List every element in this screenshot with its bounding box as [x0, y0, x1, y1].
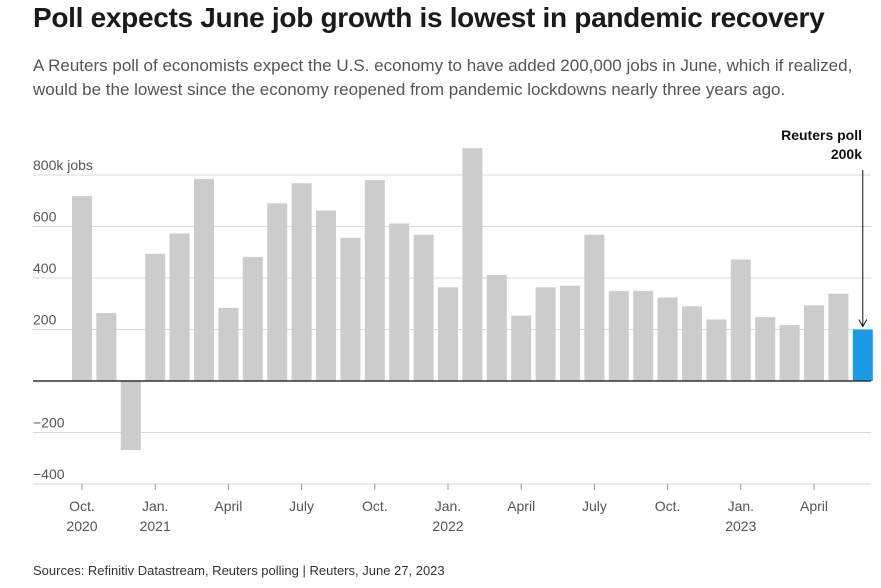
- x-tick-year-label: 2022: [432, 518, 463, 534]
- bar: [608, 290, 629, 381]
- bar: [169, 233, 190, 381]
- chart-title: Poll expects June job growth is lowest i…: [33, 2, 825, 33]
- bar: [779, 325, 800, 381]
- bar: [364, 180, 385, 381]
- bar: [535, 287, 556, 381]
- x-tick-label: Oct.: [69, 498, 95, 514]
- bar: [657, 297, 678, 381]
- x-tick-label: July: [289, 498, 314, 514]
- bar: [389, 223, 410, 381]
- y-tick-label: 400: [33, 260, 57, 276]
- bar: [633, 290, 654, 381]
- x-tick-label: Jan.: [435, 498, 461, 514]
- zero-line-group: [33, 380, 871, 485]
- x-tick-label: April: [800, 498, 828, 514]
- bar: [682, 306, 702, 381]
- bar: [706, 319, 727, 381]
- bar: [511, 315, 532, 381]
- bar: [242, 256, 263, 381]
- bar: [828, 293, 849, 381]
- bar: [291, 183, 312, 381]
- bar: [316, 210, 336, 381]
- y-tick-label: 600: [33, 209, 57, 225]
- bar: [438, 287, 458, 381]
- bars: [72, 148, 873, 451]
- x-tick-year-label: 2023: [725, 518, 756, 534]
- x-tick-label: April: [214, 498, 242, 514]
- bar: [560, 285, 580, 381]
- bar: [145, 253, 166, 381]
- annotation-arrow-head: [858, 319, 868, 328]
- annotation-label-line1: Reuters poll: [781, 127, 862, 143]
- bar: [462, 148, 483, 381]
- bar: [584, 234, 605, 381]
- bar: [486, 274, 507, 381]
- bar: [413, 234, 434, 381]
- x-tick-label: April: [507, 498, 535, 514]
- x-tick-year-label: 2020: [66, 518, 97, 534]
- annotation-label-line2: 200k: [831, 146, 862, 162]
- chart-subtitle: A Reuters poll of economists expect the …: [33, 56, 853, 99]
- x-tick-label: Jan.: [142, 498, 168, 514]
- x-tick-year-label: 2021: [140, 518, 171, 534]
- bar: [72, 196, 92, 381]
- x-tick-label: Jan.: [728, 498, 754, 514]
- bar: [730, 259, 751, 381]
- source-note: Sources: Refinitiv Datastream, Reuters p…: [33, 563, 445, 578]
- bar: [194, 178, 214, 381]
- bar: [340, 237, 361, 381]
- bar-chart: 800k jobs 600 400 200 −200 −400 Oct. 2020 Jan. 2…: [33, 127, 873, 534]
- bar: [755, 317, 776, 381]
- x-tick-label: Oct.: [362, 498, 388, 514]
- y-tick-label: 800k jobs: [33, 157, 93, 173]
- annotation: Reuters poll 200k: [781, 127, 868, 328]
- bar: [96, 313, 117, 381]
- bar: [120, 381, 141, 451]
- bar: [218, 307, 239, 381]
- bar: [267, 203, 288, 381]
- x-tick-label: Oct.: [655, 498, 681, 514]
- y-tick-label: −400: [33, 466, 65, 482]
- bar-highlight: [852, 329, 873, 381]
- x-tick-label: July: [582, 498, 607, 514]
- bar: [804, 305, 824, 381]
- x-axis: Oct. 2020 Jan. 2021 April July Oct. Jan. 2022 Apr…: [66, 484, 828, 534]
- y-tick-label: −200: [33, 415, 65, 431]
- y-tick-label: 200: [33, 312, 57, 328]
